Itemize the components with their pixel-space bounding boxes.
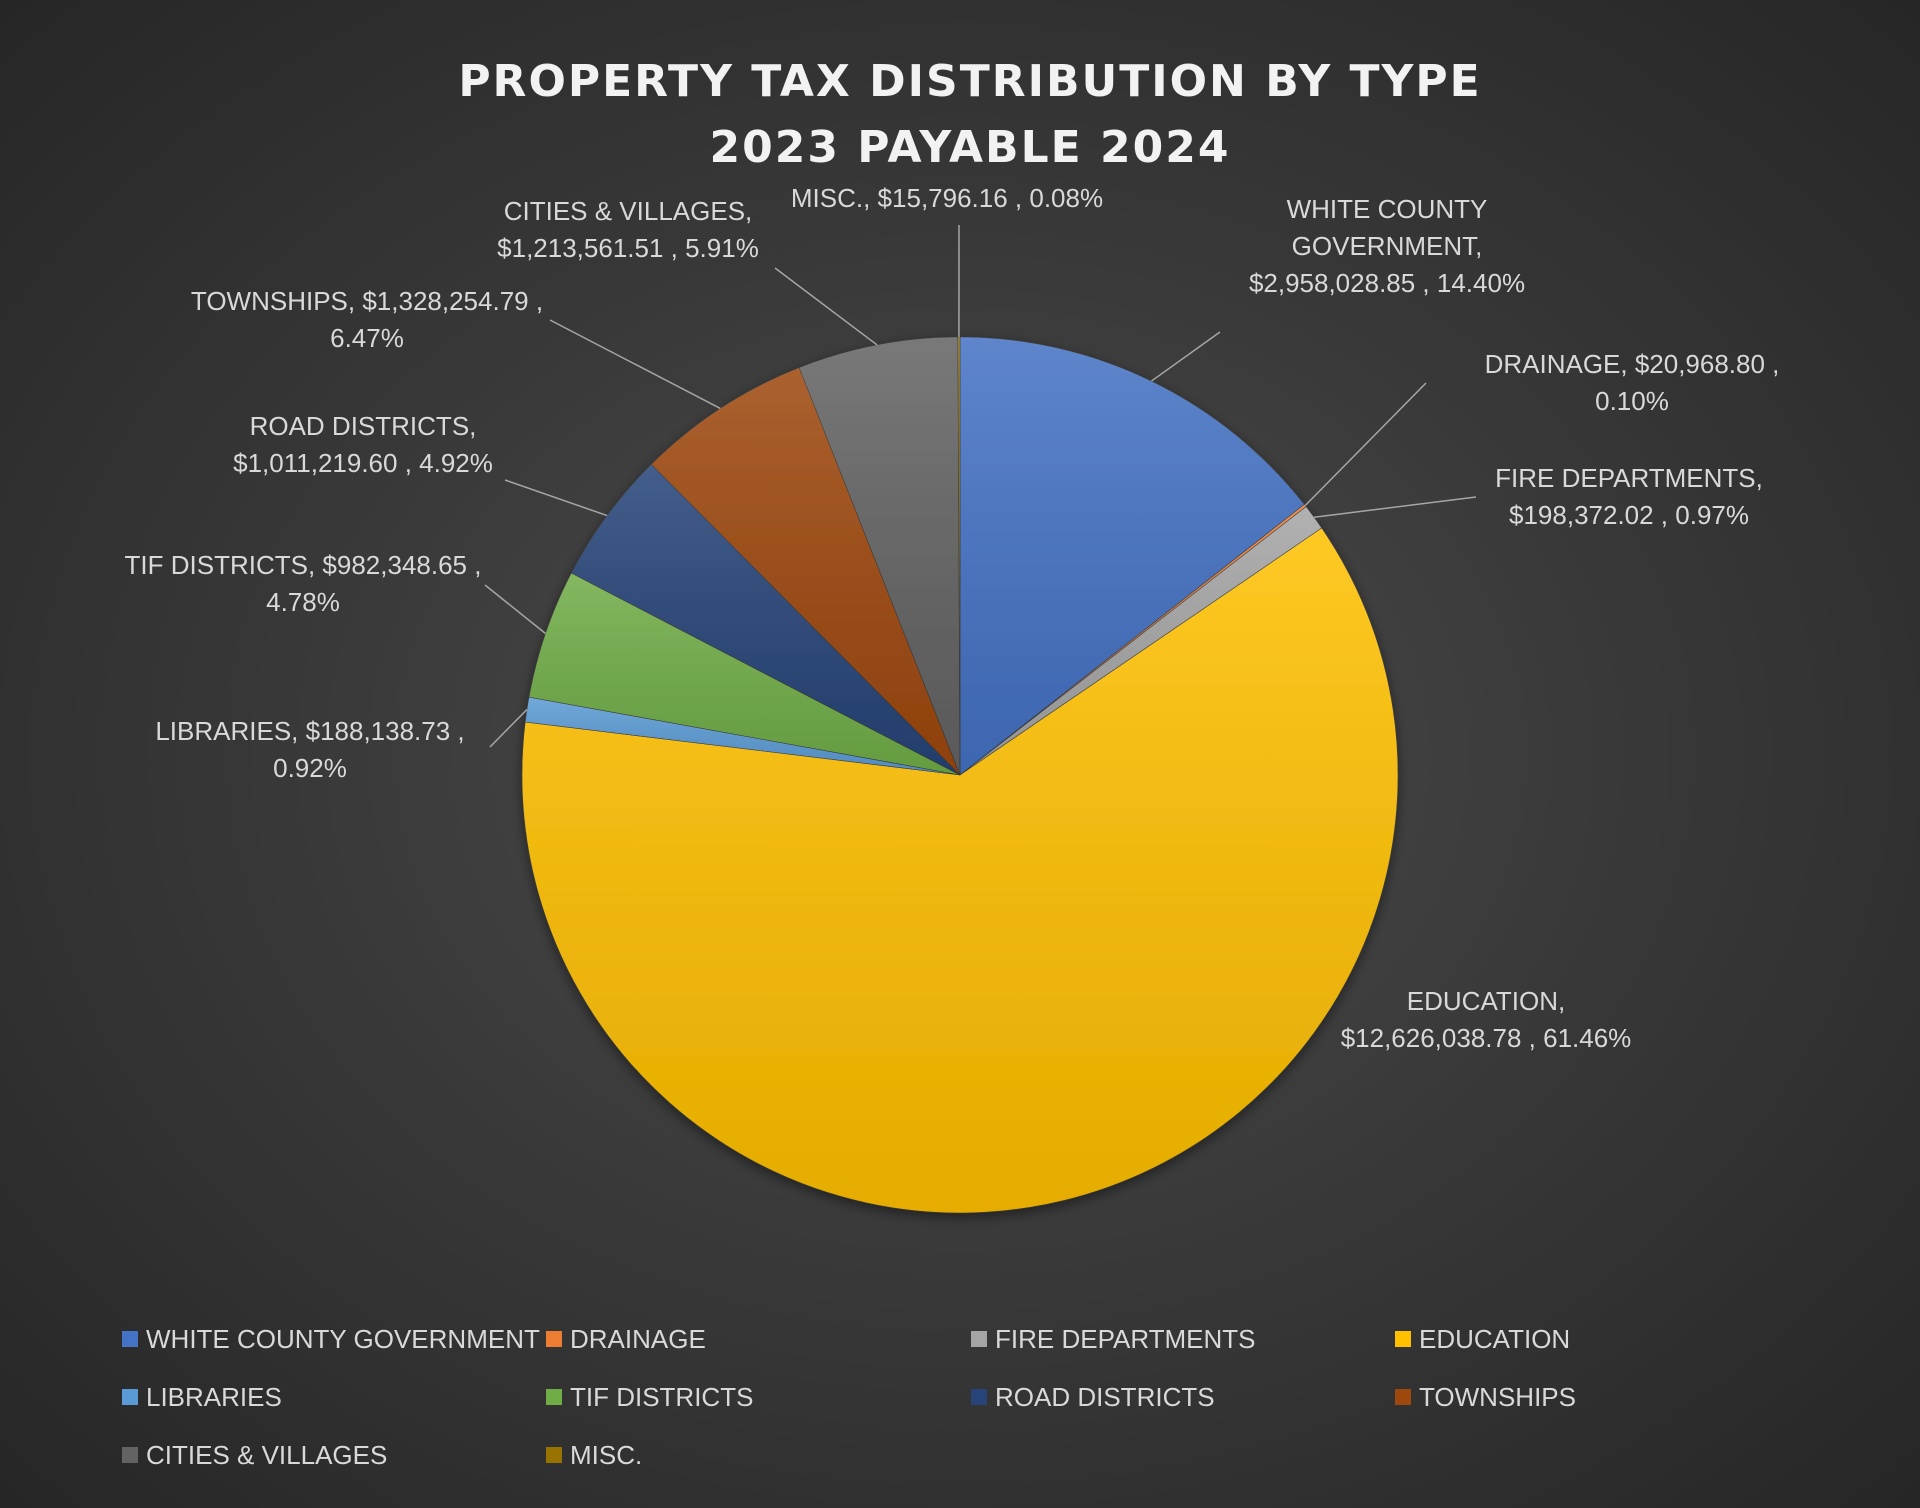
legend-item-education: EDUCATION xyxy=(1395,1324,1570,1354)
legend-item-road-districts: ROAD DISTRICTS xyxy=(971,1382,1215,1412)
data-label-drainage: DRAINAGE, $20,968.80 , 0.10% xyxy=(1304,349,1780,506)
legend-item-misc-swatch xyxy=(546,1447,562,1463)
data-label-education: EDUCATION, $12,626,038.78 , 61.46% xyxy=(1341,986,1632,1053)
legend-item-education-swatch xyxy=(1395,1331,1411,1347)
pie-slices xyxy=(521,336,1399,1214)
data-label-misc: MISC., $15,796.16 , 0.08% xyxy=(791,183,1103,338)
legend-item-fire-departments-swatch xyxy=(971,1331,987,1347)
legend-item-education-label: EDUCATION xyxy=(1419,1324,1570,1354)
legend-item-misc-label: MISC. xyxy=(570,1440,642,1470)
data-label-tif-districts: TIF DISTRICTS, $982,348.65 , 4.78% xyxy=(125,550,546,635)
legend-item-drainage-swatch xyxy=(546,1331,562,1347)
data-label-townships: TOWNSHIPS, $1,328,254.79 , 6.47% xyxy=(191,286,721,410)
data-label-fire-departments-line-2: $198,372.02 , 0.97% xyxy=(1509,500,1749,530)
data-label-tif-districts-line-1: TIF DISTRICTS, $982,348.65 , xyxy=(125,550,482,580)
data-label-townships-line-2: 6.47% xyxy=(330,323,404,353)
data-label-education-line-2: $12,626,038.78 , 61.46% xyxy=(1341,1023,1632,1053)
chart-title-line-1: PROPERTY TAX DISTRIBUTION BY TYPE xyxy=(458,56,1481,107)
legend-item-libraries-swatch xyxy=(122,1389,138,1405)
chart-title-line-2: 2023 PAYABLE 2024 xyxy=(710,122,1231,173)
data-label-road-districts-line-1: ROAD DISTRICTS, xyxy=(250,411,477,441)
data-label-townships-leader-line xyxy=(549,319,721,410)
data-label-road-districts-line-2: $1,011,219.60 , 4.92% xyxy=(233,448,493,478)
data-label-libraries-leader-line xyxy=(489,709,528,748)
legend-item-cities-and-villages-label: CITIES & VILLAGES xyxy=(146,1440,387,1470)
data-label-white-county-government-leader-line xyxy=(1151,331,1221,382)
chart-legend: WHITE COUNTY GOVERNMENT DRAINAGE FIRE DEPA… xyxy=(122,1324,1576,1470)
data-label-white-county-government-line-2: GOVERNMENT, xyxy=(1292,231,1483,261)
legend-item-white-county-government-swatch xyxy=(122,1331,138,1347)
data-label-libraries-line-1: LIBRARIES, $188,138.73 , xyxy=(155,716,464,746)
data-label-cities-and-villages-leader-line xyxy=(774,267,878,346)
data-label-tif-districts-line-2: 4.78% xyxy=(266,587,340,617)
data-label-road-districts: ROAD DISTRICTS, $1,011,219.60 , 4.92% xyxy=(233,411,608,517)
legend-item-libraries-label: LIBRARIES xyxy=(146,1382,282,1412)
legend-item-drainage: DRAINAGE xyxy=(546,1324,706,1354)
data-label-drainage-line-2: 0.10% xyxy=(1595,386,1669,416)
legend-item-cities-and-villages-swatch xyxy=(122,1447,138,1463)
data-label-cities-and-villages: CITIES & VILLAGES, $1,213,561.51 , 5.91% xyxy=(497,196,878,346)
data-label-cities-and-villages-line-1: CITIES & VILLAGES, xyxy=(504,196,753,226)
legend-item-white-county-government-label: WHITE COUNTY GOVERNMENT xyxy=(146,1324,540,1354)
legend-item-road-districts-label: ROAD DISTRICTS xyxy=(995,1382,1215,1412)
legend-item-libraries: LIBRARIES xyxy=(122,1382,282,1412)
data-label-white-county-government-line-1: WHITE COUNTY xyxy=(1287,194,1488,224)
data-label-townships-line-1: TOWNSHIPS, $1,328,254.79 , xyxy=(191,286,543,316)
data-label-cities-and-villages-line-2: $1,213,561.51 , 5.91% xyxy=(497,233,759,263)
data-label-fire-departments-leader-line xyxy=(1314,496,1477,518)
legend-item-tif-districts-swatch xyxy=(546,1389,562,1405)
data-label-education-line-1: EDUCATION, xyxy=(1407,986,1565,1016)
legend-item-fire-departments-label: FIRE DEPARTMENTS xyxy=(995,1324,1256,1354)
data-label-misc-line-1: MISC., $15,796.16 , 0.08% xyxy=(791,183,1103,213)
legend-item-misc: MISC. xyxy=(546,1440,642,1470)
data-label-white-county-government: WHITE COUNTY GOVERNMENT, $2,958,028.85 , 1… xyxy=(1151,194,1525,382)
legend-item-cities-and-villages: CITIES & VILLAGES xyxy=(122,1440,387,1470)
legend-item-drainage-label: DRAINAGE xyxy=(570,1324,706,1354)
data-label-fire-departments-line-1: FIRE DEPARTMENTS, xyxy=(1495,463,1763,493)
legend-item-tif-districts: TIF DISTRICTS xyxy=(546,1382,753,1412)
legend-item-tif-districts-label: TIF DISTRICTS xyxy=(570,1382,753,1412)
legend-item-road-districts-swatch xyxy=(971,1389,987,1405)
legend-item-fire-departments: FIRE DEPARTMENTS xyxy=(971,1324,1256,1354)
data-label-tif-districts-leader-line xyxy=(484,584,546,635)
data-label-drainage-line-1: DRAINAGE, $20,968.80 , xyxy=(1485,349,1780,379)
data-labels: WHITE COUNTY GOVERNMENT, $2,958,028.85 , 1… xyxy=(125,183,1780,1053)
chart-title: PROPERTY TAX DISTRIBUTION BY TYPE 2023 P… xyxy=(458,56,1481,173)
data-label-libraries-line-2: 0.92% xyxy=(273,753,347,783)
data-label-libraries: LIBRARIES, $188,138.73 , 0.92% xyxy=(155,709,528,783)
legend-item-townships-label: TOWNSHIPS xyxy=(1419,1382,1576,1412)
legend-item-townships-swatch xyxy=(1395,1389,1411,1405)
data-label-white-county-government-line-3: $2,958,028.85 , 14.40% xyxy=(1249,268,1525,298)
data-label-fire-departments: FIRE DEPARTMENTS, $198,372.02 , 0.97% xyxy=(1314,463,1763,530)
data-label-drainage-leader-line xyxy=(1304,382,1427,506)
data-label-road-districts-leader-line xyxy=(504,479,608,517)
legend-item-white-county-government: WHITE COUNTY GOVERNMENT xyxy=(122,1324,540,1354)
legend-item-townships: TOWNSHIPS xyxy=(1395,1382,1576,1412)
